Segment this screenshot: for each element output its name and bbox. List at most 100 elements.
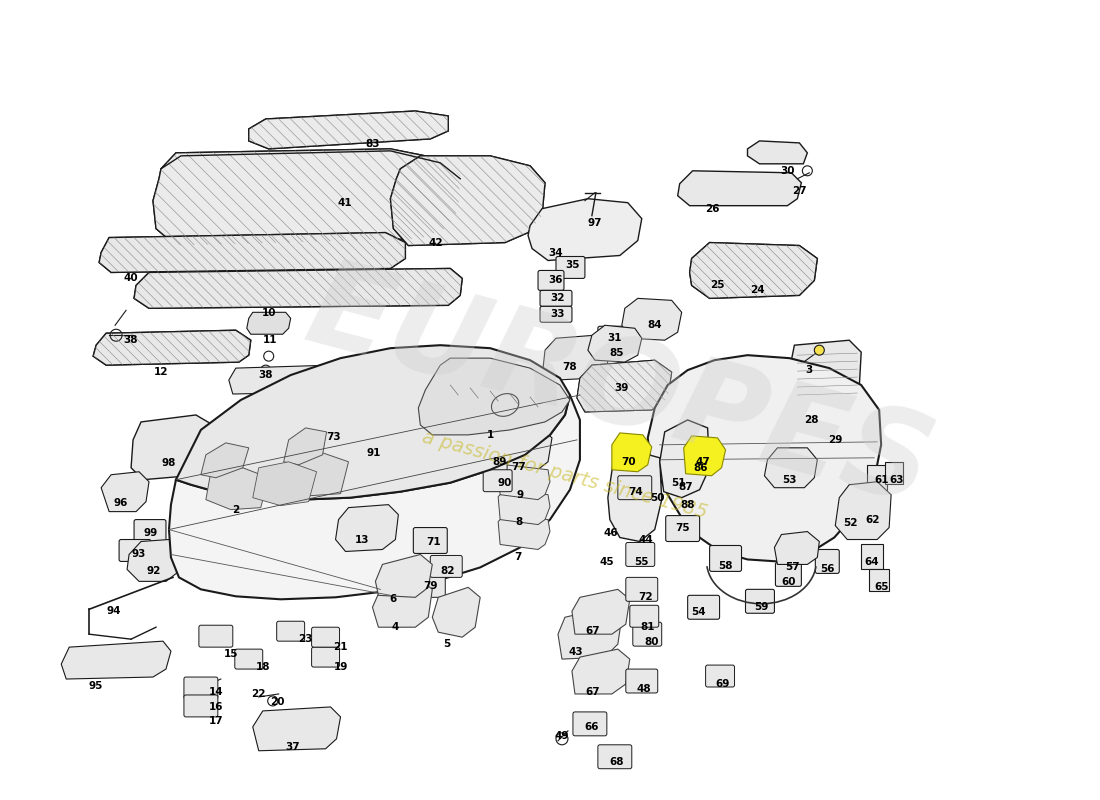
Text: 98: 98 [162, 458, 176, 468]
Polygon shape [572, 649, 630, 694]
Text: 99: 99 [144, 527, 158, 538]
FancyBboxPatch shape [688, 446, 719, 468]
Text: 60: 60 [781, 578, 795, 587]
Text: 85: 85 [609, 348, 624, 358]
Text: 10: 10 [262, 308, 276, 318]
Polygon shape [690, 242, 817, 298]
FancyBboxPatch shape [598, 326, 630, 348]
Text: 40: 40 [123, 274, 139, 283]
Polygon shape [528, 198, 641, 261]
Text: 94: 94 [107, 606, 121, 616]
Text: 95: 95 [89, 681, 103, 691]
Text: 67: 67 [585, 626, 601, 636]
Polygon shape [229, 365, 339, 394]
FancyBboxPatch shape [483, 470, 513, 492]
Text: 36: 36 [549, 275, 563, 286]
Text: 58: 58 [718, 562, 733, 571]
Text: 82: 82 [440, 566, 454, 577]
Text: 73: 73 [327, 432, 341, 442]
FancyBboxPatch shape [573, 712, 607, 736]
FancyBboxPatch shape [626, 542, 654, 566]
Polygon shape [201, 443, 249, 478]
Text: 1: 1 [486, 430, 494, 440]
Text: 56: 56 [820, 565, 835, 574]
Text: 57: 57 [785, 562, 800, 573]
Text: 96: 96 [114, 498, 129, 508]
Polygon shape [94, 330, 251, 365]
Text: 66: 66 [584, 722, 600, 732]
FancyBboxPatch shape [710, 546, 741, 571]
Text: 6: 6 [389, 594, 397, 604]
Polygon shape [134, 269, 462, 308]
Polygon shape [99, 233, 406, 273]
Polygon shape [284, 428, 327, 465]
Text: 91: 91 [366, 448, 381, 458]
FancyBboxPatch shape [746, 590, 774, 614]
Polygon shape [576, 360, 672, 412]
Polygon shape [608, 452, 662, 542]
Text: 28: 28 [804, 415, 818, 425]
Text: 87: 87 [679, 482, 693, 492]
Text: 45: 45 [600, 558, 614, 567]
FancyBboxPatch shape [666, 515, 700, 542]
Text: 8: 8 [516, 517, 522, 526]
FancyBboxPatch shape [199, 626, 233, 647]
Text: 63: 63 [890, 474, 904, 485]
Text: 69: 69 [715, 679, 729, 689]
Text: 38: 38 [124, 335, 139, 346]
Text: 16: 16 [209, 702, 223, 712]
Polygon shape [748, 141, 807, 164]
Polygon shape [246, 312, 290, 334]
Text: 27: 27 [792, 186, 806, 196]
Text: 13: 13 [355, 534, 370, 545]
Polygon shape [312, 402, 363, 448]
Polygon shape [153, 149, 460, 246]
Text: 23: 23 [298, 634, 312, 644]
Text: 90: 90 [498, 478, 513, 488]
Polygon shape [587, 326, 641, 362]
FancyBboxPatch shape [311, 627, 340, 647]
FancyBboxPatch shape [688, 595, 719, 619]
FancyBboxPatch shape [632, 622, 662, 646]
FancyBboxPatch shape [630, 606, 659, 627]
Polygon shape [498, 490, 550, 525]
Text: 50: 50 [650, 493, 666, 502]
Polygon shape [498, 465, 550, 500]
Text: 86: 86 [693, 462, 708, 473]
Polygon shape [543, 335, 609, 380]
Text: 77: 77 [512, 462, 527, 472]
Text: 53: 53 [782, 474, 796, 485]
Text: 78: 78 [562, 362, 578, 372]
Polygon shape [101, 472, 148, 512]
Polygon shape [648, 355, 881, 562]
Polygon shape [249, 111, 449, 149]
Text: 3: 3 [805, 365, 813, 375]
Text: 62: 62 [865, 514, 879, 525]
FancyBboxPatch shape [705, 665, 735, 687]
Text: 22: 22 [252, 689, 266, 699]
Text: 83: 83 [365, 139, 380, 149]
Text: 44: 44 [638, 534, 653, 545]
Polygon shape [621, 298, 682, 340]
Polygon shape [169, 395, 580, 599]
Text: 49: 49 [554, 731, 569, 741]
Text: 52: 52 [843, 518, 858, 527]
Polygon shape [861, 545, 883, 570]
Text: 30: 30 [780, 166, 794, 176]
Text: 7: 7 [515, 553, 521, 562]
FancyBboxPatch shape [119, 539, 151, 562]
Polygon shape [576, 360, 672, 412]
Text: EUROPES: EUROPES [295, 250, 945, 530]
Text: 12: 12 [154, 367, 168, 377]
Text: 21: 21 [333, 642, 348, 652]
Text: 70: 70 [621, 457, 636, 466]
Text: 64: 64 [865, 558, 880, 567]
Text: 38: 38 [258, 370, 273, 380]
Polygon shape [660, 420, 710, 498]
Polygon shape [62, 641, 170, 679]
FancyBboxPatch shape [430, 555, 462, 578]
Text: a passion for parts since 1985: a passion for parts since 1985 [420, 427, 710, 522]
Polygon shape [336, 505, 398, 551]
FancyBboxPatch shape [134, 519, 166, 542]
Text: 75: 75 [675, 522, 690, 533]
